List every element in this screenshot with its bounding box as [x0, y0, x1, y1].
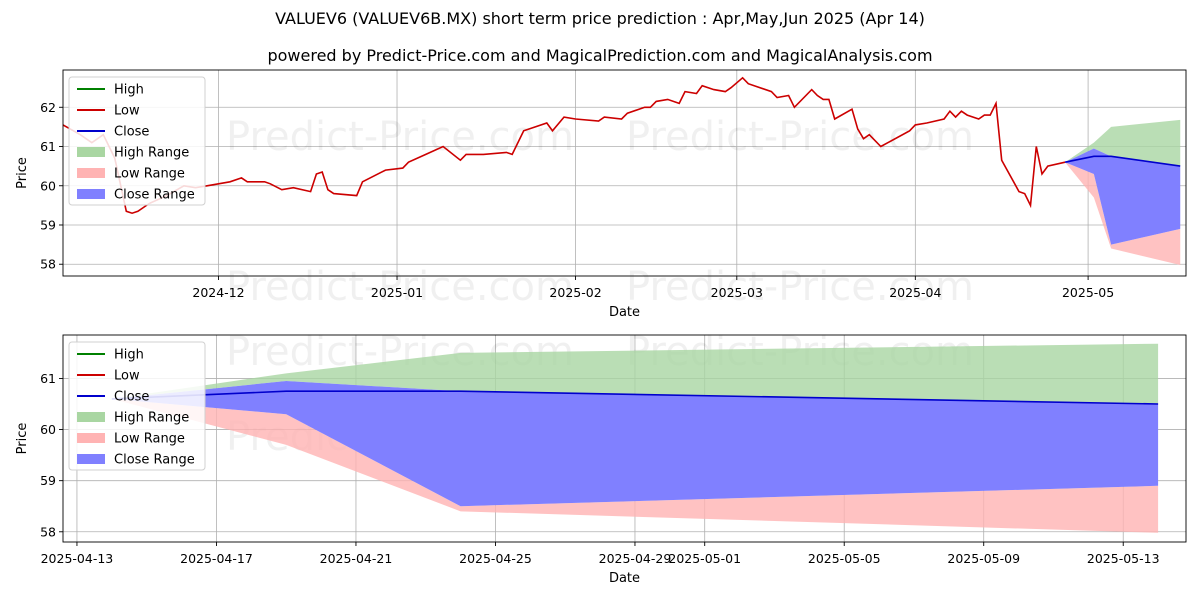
y-tick-label: 59 — [40, 217, 56, 232]
legend-swatch — [77, 147, 105, 157]
legend-entry: High Range — [114, 411, 189, 426]
panel-2: Predict-Price.comPredict-Price.comPredic… — [15, 329, 1187, 586]
legend-entry: Low — [114, 104, 140, 119]
plot-frame — [62, 334, 1187, 543]
x-tick-label: 2025-03 — [711, 285, 763, 300]
x-axis-label: Date — [609, 305, 640, 320]
y-tick-label: 62 — [40, 100, 56, 115]
close-range-band — [111, 381, 1159, 507]
plot-area — [63, 76, 1181, 266]
x-tick-label: 2025-02 — [549, 285, 601, 300]
x-tick-label: 2025-04-17 — [180, 551, 253, 566]
legend-entry: High — [114, 348, 144, 363]
legend: High Low Close High Range Low Range Close Ran… — [68, 76, 206, 206]
chart-subtitle: powered by Predict-Price.com and Magical… — [267, 46, 933, 65]
watermark-text: Predict-Price.com — [626, 264, 974, 310]
legend-swatch — [77, 412, 105, 422]
legend-swatch — [77, 454, 105, 464]
legend-entry: High Range — [114, 146, 189, 161]
legend-entry: Low — [114, 369, 140, 384]
x-tick-label: 2025-04-21 — [320, 551, 393, 566]
plot-frame — [62, 69, 1187, 277]
y-tick-label: 58 — [40, 524, 56, 539]
legend-entry: Low Range — [114, 167, 185, 182]
y-axis-label: Price — [15, 423, 30, 455]
y-tick-label: 61 — [40, 139, 56, 154]
panel-1: Predict-Price.com Predict-Price.com Predic… — [15, 69, 1187, 320]
legend-swatch — [77, 433, 105, 443]
legend-swatch — [77, 168, 105, 178]
y-tick-label: 58 — [40, 257, 56, 272]
x-tick-label: 2025-05-01 — [668, 551, 741, 566]
high-range-band — [1065, 119, 1181, 167]
x-tick-label: 2025-05 — [1062, 285, 1114, 300]
x-tick-label: 2025-04-29 — [599, 551, 672, 566]
y-tick-label: 59 — [40, 473, 56, 488]
low-range-band — [1065, 162, 1181, 266]
legend: High Low Close High Range Low Range Close Ran… — [68, 341, 206, 471]
legend-entry: Low Range — [114, 432, 185, 447]
y-tick-label: 61 — [40, 371, 56, 386]
x-axis-label: Date — [609, 571, 640, 586]
high-range-band — [111, 343, 1159, 404]
legend-swatch — [77, 189, 105, 199]
legend-entry: Close — [114, 125, 149, 140]
legend-entry: High — [114, 83, 144, 98]
x-tick-label: 2025-04-13 — [41, 551, 114, 566]
close-range-band — [1065, 148, 1181, 245]
y-tick-label: 60 — [40, 422, 56, 437]
legend-entry: Close — [114, 390, 149, 405]
watermark-text: Predict-Price.com — [626, 114, 974, 160]
y-axis-label: Price — [15, 157, 30, 189]
y-tick-label: 60 — [40, 178, 56, 193]
x-tick-label: 2025-04-25 — [459, 551, 532, 566]
x-tick-label: 2025-05-09 — [947, 551, 1020, 566]
x-tick-label: 2025-05-13 — [1087, 551, 1160, 566]
x-tick-label: 2025-01 — [371, 285, 423, 300]
low-range-band — [111, 398, 1159, 533]
x-tick-label: 2024-12 — [192, 285, 244, 300]
legend-entry: Close Range — [114, 453, 195, 468]
watermark-text: Predict-Price.com — [226, 114, 574, 160]
watermark-text: Predict-Price.com — [226, 264, 574, 310]
low-line — [63, 76, 1066, 215]
close-line — [1064, 155, 1181, 167]
legend-entry: Close Range — [114, 188, 195, 203]
chart-title: VALUEV6 (VALUEV6B.MX) short term price p… — [275, 9, 925, 28]
x-tick-label: 2025-05-05 — [808, 551, 881, 566]
x-tick-label: 2025-04 — [889, 285, 941, 300]
